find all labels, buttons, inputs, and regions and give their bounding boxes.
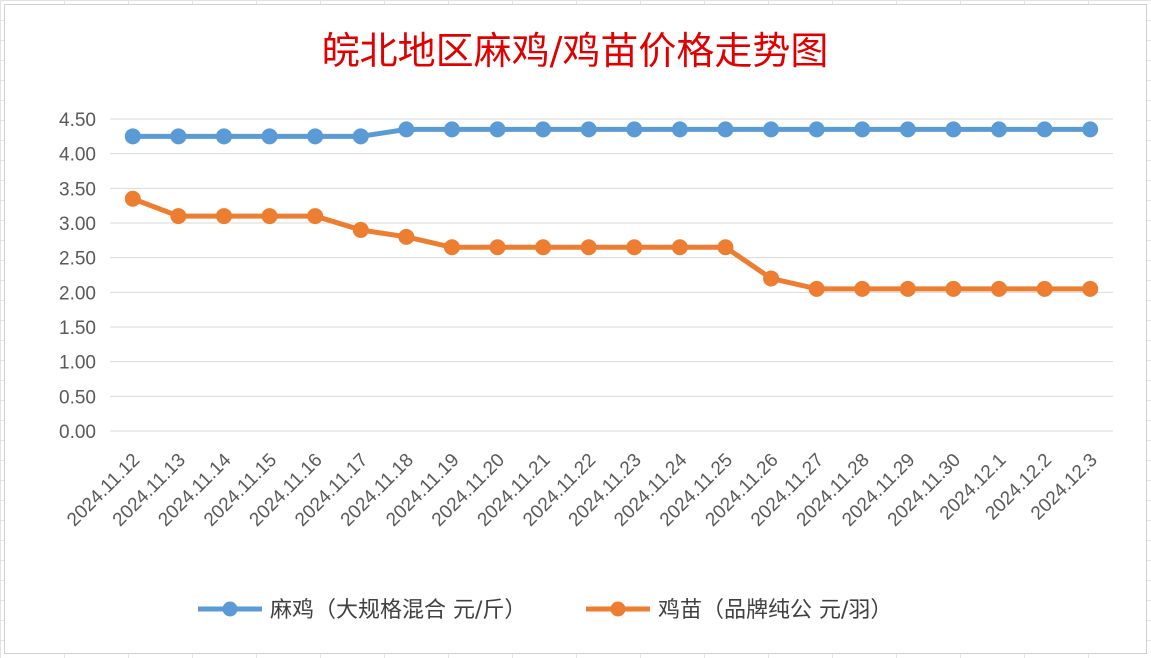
y-tick-label: 1.50 <box>59 318 96 339</box>
data-point-series-2[interactable] <box>580 239 597 256</box>
data-point-series-1[interactable] <box>352 128 369 145</box>
data-point-series-2[interactable] <box>1036 280 1053 297</box>
data-point-series-2[interactable] <box>170 208 187 225</box>
data-point-series-2[interactable] <box>763 270 780 287</box>
data-point-series-1[interactable] <box>443 121 460 138</box>
data-point-series-1[interactable] <box>170 128 187 145</box>
x-axis: 2024.11.122024.11.132024.11.142024.11.15… <box>63 449 1102 530</box>
data-point-series-2[interactable] <box>808 280 825 297</box>
data-point-series-2[interactable] <box>535 239 552 256</box>
y-axis: 0.00 0.50 1.00 1.50 2.00 2.50 3.00 3.50 4.00 4.50 <box>59 110 96 443</box>
data-point-series-1[interactable] <box>215 128 232 145</box>
legend-marker-1 <box>222 601 238 617</box>
data-point-series-1[interactable] <box>671 121 688 138</box>
y-tick-label: 4.50 <box>59 110 96 131</box>
data-point-series-2[interactable] <box>1082 280 1099 297</box>
y-tick-label: 0.50 <box>59 387 96 408</box>
data-point-series-2[interactable] <box>215 208 232 225</box>
series-line-2[interactable] <box>131 196 1091 292</box>
data-point-series-2[interactable] <box>489 239 506 256</box>
data-point-series-1[interactable] <box>580 121 597 138</box>
data-point-series-2[interactable] <box>671 239 688 256</box>
y-tick-label: 2.00 <box>59 283 96 304</box>
data-point-series-1[interactable] <box>626 121 643 138</box>
data-point-series-1[interactable] <box>1036 121 1053 138</box>
data-point-series-2[interactable] <box>352 221 369 238</box>
data-point-series-1[interactable] <box>899 121 916 138</box>
data-point-series-1[interactable] <box>261 128 278 145</box>
data-point-series-1[interactable] <box>854 121 871 138</box>
data-point-series-2[interactable] <box>991 280 1008 297</box>
chart-area[interactable] <box>4 4 1147 654</box>
series-line-1[interactable] <box>132 126 1091 139</box>
y-tick-label: 3.50 <box>59 179 96 200</box>
data-point-series-2[interactable] <box>307 208 324 225</box>
y-tick-label: 0.00 <box>59 422 96 443</box>
data-point-series-2[interactable] <box>443 239 460 256</box>
data-point-series-1[interactable] <box>1082 121 1099 138</box>
legend: 麻鸡（大规格混合 元/斤） 鸡苗（品牌纯公 元/羽） <box>198 598 892 623</box>
data-point-series-1[interactable] <box>535 121 552 138</box>
data-point-series-2[interactable] <box>945 280 962 297</box>
gridlines <box>110 118 1113 432</box>
data-point-series-1[interactable] <box>398 121 415 138</box>
data-point-series-2[interactable] <box>717 239 734 256</box>
data-point-series-2[interactable] <box>124 190 141 207</box>
chart-title: 皖北地区麻鸡/鸡苗价格走势图 <box>322 29 829 73</box>
y-tick-label: 1.00 <box>59 353 96 374</box>
data-point-series-1[interactable] <box>945 121 962 138</box>
data-point-series-2[interactable] <box>261 208 278 225</box>
y-tick-label: 4.00 <box>59 145 96 166</box>
series-group <box>124 121 1099 297</box>
data-point-series-1[interactable] <box>489 121 506 138</box>
y-tick-label: 3.00 <box>59 214 96 235</box>
data-point-series-1[interactable] <box>763 121 780 138</box>
data-point-series-1[interactable] <box>124 128 141 145</box>
data-point-series-1[interactable] <box>991 121 1008 138</box>
data-point-series-2[interactable] <box>854 280 871 297</box>
data-point-series-2[interactable] <box>899 280 916 297</box>
legend-label-2[interactable]: 鸡苗（品牌纯公 元/羽） <box>658 598 892 623</box>
data-point-series-1[interactable] <box>808 121 825 138</box>
data-point-series-2[interactable] <box>398 228 415 245</box>
y-tick-label: 2.50 <box>59 249 96 270</box>
data-point-series-2[interactable] <box>626 239 643 256</box>
data-point-series-1[interactable] <box>307 128 324 145</box>
data-point-series-1[interactable] <box>717 121 734 138</box>
legend-label-1[interactable]: 麻鸡（大规格混合 元/斤） <box>270 598 526 623</box>
legend-marker-2 <box>610 601 626 617</box>
